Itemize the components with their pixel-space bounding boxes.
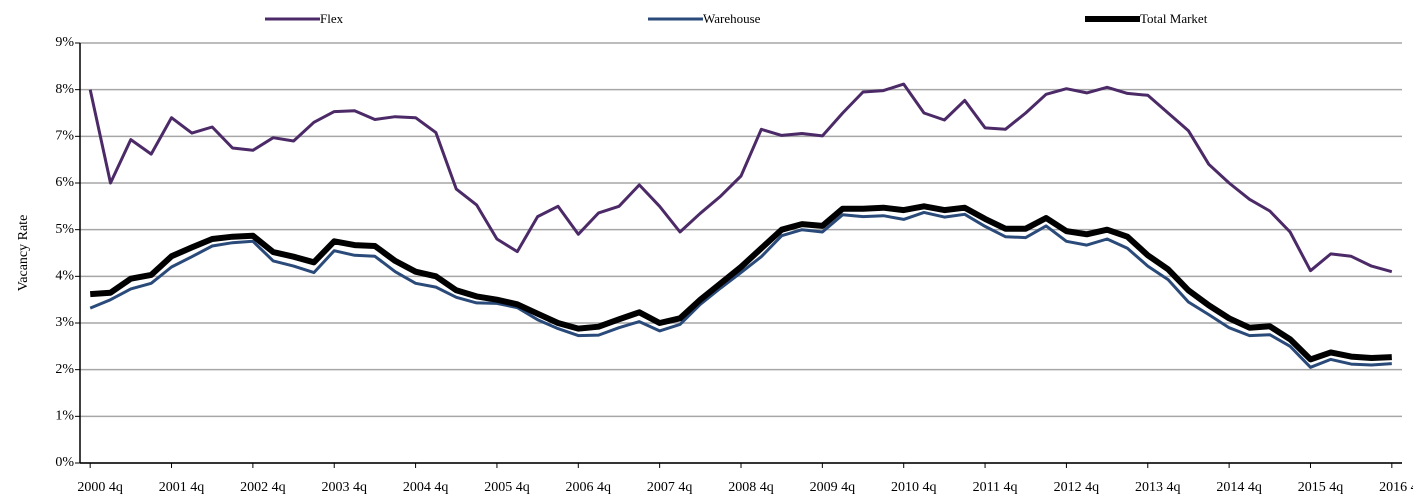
y-tick-label: 7% (55, 129, 74, 144)
x-tick-label: 2001 4q (159, 480, 205, 495)
series-line (89, 203, 1392, 363)
y-tick-label: 9% (55, 35, 74, 50)
y-axis-label: Vacancy Rate (16, 215, 31, 292)
x-tick-label: 2005 4q (484, 480, 530, 495)
x-tick-label: 2013 4q (1135, 480, 1181, 495)
x-tick-label: 2003 4q (321, 480, 367, 495)
x-tick-label: 2012 4q (1054, 480, 1100, 495)
legend-text: Total Market (1140, 11, 1208, 26)
x-tick-label: 2015 4q (1298, 480, 1344, 495)
x-tick-label: 2006 4q (566, 480, 612, 495)
x-tick-label: 2000 4q (77, 480, 123, 495)
y-tick-label: 3% (55, 315, 74, 330)
x-tick-label: 2008 4q (728, 480, 774, 495)
y-tick-label: 2% (55, 362, 74, 377)
x-tick-label: 2011 4q (973, 480, 1018, 495)
x-tick-label: 2002 4q (240, 480, 286, 495)
x-tick-label: 2016 4q (1379, 480, 1413, 495)
y-tick-label: 0% (55, 455, 74, 470)
x-tick-label: 2007 4q (647, 480, 693, 495)
y-tick-label: 5% (55, 222, 74, 237)
x-tick-label: 2009 4q (810, 480, 856, 495)
x-tick-label: 2010 4q (891, 480, 937, 495)
y-tick-label: 6% (55, 175, 74, 190)
y-tick-label: 1% (55, 409, 74, 424)
series-line (88, 82, 1393, 274)
x-tick-label: 2004 4q (403, 480, 449, 495)
x-tick-label: 2014 4q (1216, 480, 1262, 495)
legend-text: Warehouse (703, 11, 761, 26)
series-line (89, 210, 1392, 369)
y-tick-label: 4% (55, 269, 74, 284)
legend-text: Flex (320, 11, 344, 26)
y-tick-label: 8% (55, 82, 74, 97)
